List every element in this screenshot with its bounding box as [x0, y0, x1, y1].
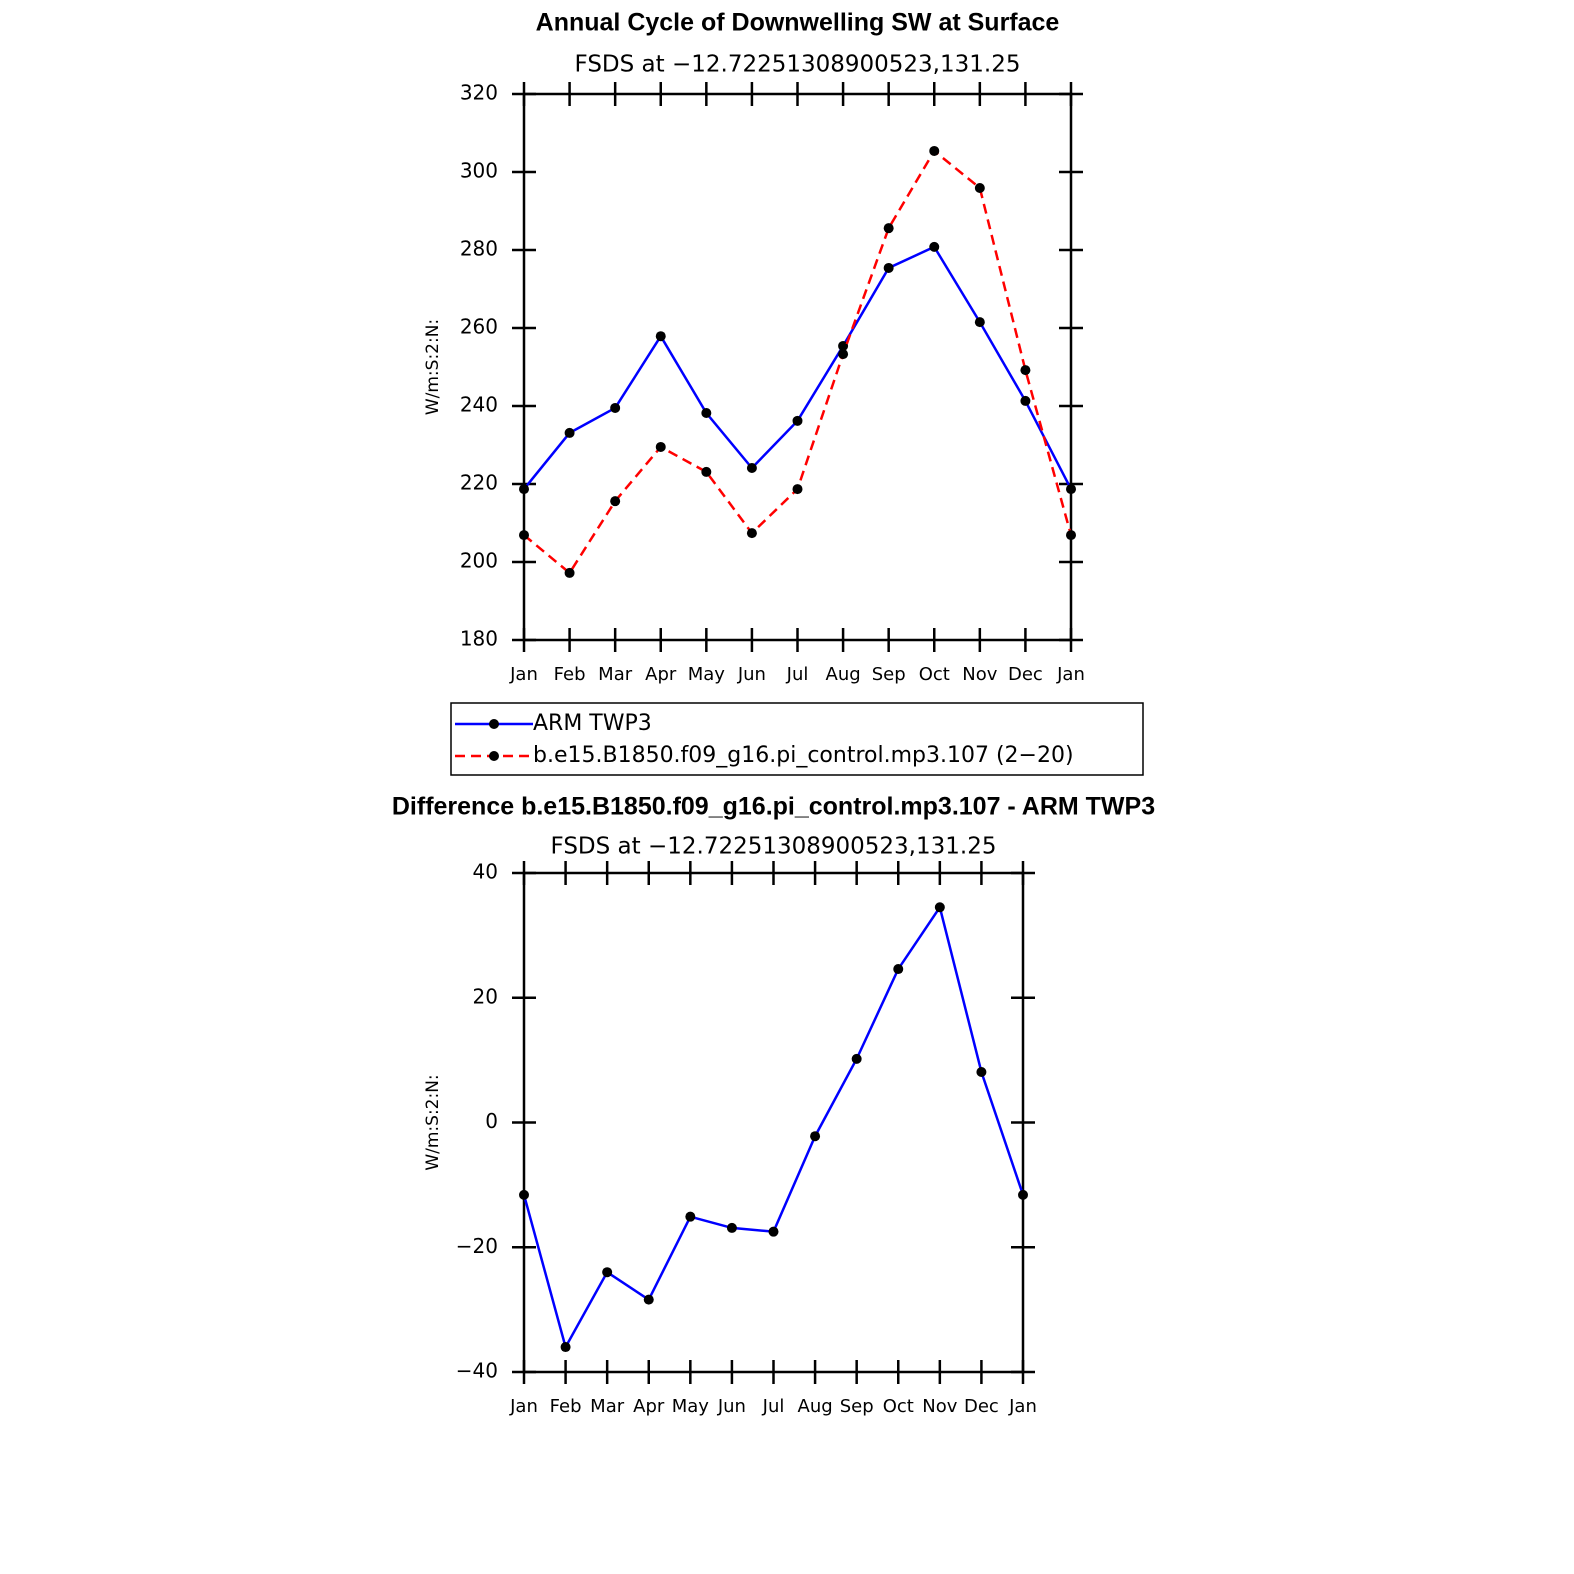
plot-frame — [522, 871, 1025, 1374]
marker — [851, 1053, 862, 1064]
x-tick-label: Apr — [633, 1396, 665, 1417]
marker — [1020, 365, 1031, 376]
x-tick-label: Oct — [919, 664, 950, 685]
x-tick-label: Oct — [883, 1396, 914, 1417]
x-tick-label: Sep — [872, 664, 906, 685]
marker — [1020, 395, 1031, 406]
marker — [701, 408, 712, 419]
marker — [934, 902, 945, 913]
marker — [726, 1222, 737, 1233]
legend-label: b.e15.B1850.f09_g16.pi_control.mp3.107 (… — [533, 743, 1074, 768]
marker — [838, 349, 849, 360]
chart-title: Difference b.e15.B1850.f09_g16.pi_contro… — [392, 793, 1155, 821]
x-tick-label: Sep — [840, 1396, 874, 1417]
y-tick-label: 280 — [460, 237, 498, 261]
x-tick-label: Nov — [922, 1396, 957, 1417]
y-tick-label: 20 — [473, 984, 498, 1008]
marker — [810, 1131, 821, 1142]
marker — [1066, 484, 1076, 495]
chart-title: Annual Cycle of Downwelling SW at Surfac… — [536, 9, 1060, 37]
y-tick-label: 180 — [460, 627, 498, 651]
marker — [610, 402, 621, 413]
marker — [564, 567, 575, 578]
x-tick-label: Mar — [598, 664, 633, 685]
x-tick-label: Jan — [1056, 664, 1085, 685]
y-tick-label: 220 — [460, 471, 498, 495]
marker — [883, 262, 894, 273]
x-tick-label: Mar — [590, 1396, 625, 1417]
marker — [701, 466, 712, 477]
marker — [974, 182, 985, 193]
x-tick-label: Feb — [550, 1396, 582, 1417]
y-tick-label: 320 — [460, 81, 498, 105]
x-tick-label: May — [672, 1396, 710, 1417]
legend-marker — [489, 751, 499, 761]
y-axis-label: W/m:S:2:N: — [423, 1074, 443, 1170]
marker — [883, 223, 894, 234]
x-tick-label: Feb — [554, 664, 586, 685]
x-tick-label: Aug — [798, 1396, 833, 1417]
marker — [560, 1342, 571, 1353]
marker — [1066, 530, 1076, 541]
y-tick-label: 0 — [485, 1109, 498, 1133]
y-tick-label: −40 — [456, 1359, 498, 1383]
marker — [893, 964, 904, 975]
legend-label: ARM TWP3 — [533, 711, 652, 736]
x-tick-label: Jan — [509, 664, 538, 685]
marker — [746, 528, 757, 539]
legend-box — [450, 702, 1144, 776]
marker — [519, 1189, 529, 1200]
x-tick-label: Dec — [964, 1396, 999, 1417]
marker — [976, 1066, 987, 1077]
marker — [1018, 1189, 1028, 1200]
x-tick-label: Jun — [717, 1396, 746, 1417]
marker — [610, 496, 621, 507]
marker — [929, 145, 940, 156]
marker — [746, 463, 757, 474]
marker — [643, 1294, 654, 1305]
y-tick-label: 200 — [460, 549, 498, 573]
x-tick-label: Jun — [737, 664, 766, 685]
plot-frame — [522, 92, 1073, 642]
y-tick-label: 260 — [460, 315, 498, 339]
x-tick-label: Dec — [1008, 664, 1043, 685]
y-tick-label: 240 — [460, 393, 498, 417]
marker — [792, 484, 803, 495]
marker — [768, 1226, 779, 1237]
marker — [929, 241, 940, 252]
marker — [655, 331, 666, 342]
marker — [519, 530, 529, 541]
x-tick-label: Apr — [645, 664, 677, 685]
x-tick-label: Nov — [962, 664, 997, 685]
legend-marker — [489, 719, 499, 729]
y-axis-label: W/m:S:2:N: — [423, 319, 443, 415]
marker — [974, 317, 985, 328]
marker — [655, 441, 666, 452]
chart-subtitle: FSDS at −12.72251308900523,131.25 — [551, 834, 997, 860]
marker — [564, 427, 575, 438]
marker — [519, 484, 529, 495]
marker — [602, 1267, 613, 1278]
marker — [685, 1211, 696, 1222]
x-tick-label: Aug — [826, 664, 861, 685]
y-tick-label: 300 — [460, 159, 498, 183]
x-tick-label: Jan — [509, 1396, 538, 1417]
y-tick-label: 40 — [473, 860, 498, 884]
x-tick-label: Jan — [1008, 1396, 1037, 1417]
y-tick-label: −20 — [456, 1234, 498, 1258]
marker — [792, 415, 803, 426]
x-tick-label: May — [688, 664, 726, 685]
marker — [838, 340, 849, 351]
x-tick-label: Jul — [786, 664, 809, 685]
chart-subtitle: FSDS at −12.72251308900523,131.25 — [575, 52, 1021, 78]
x-tick-label: Jul — [762, 1396, 785, 1417]
